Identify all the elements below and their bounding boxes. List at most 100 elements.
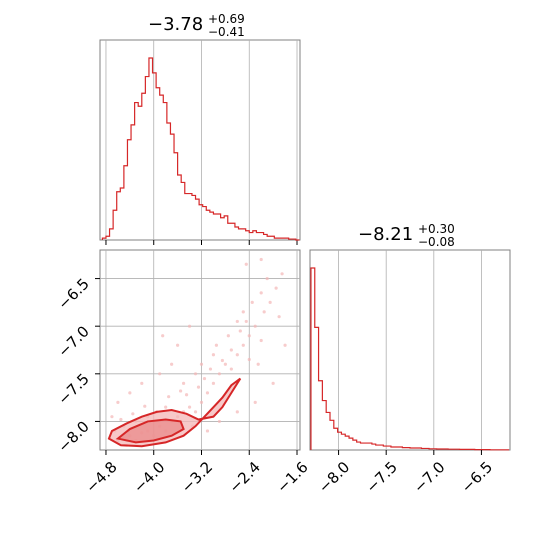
bottom-left-x-tick-label: −1.6: [273, 458, 311, 496]
bottom-left-x-tick-label: −4.0: [130, 458, 168, 496]
bottom-right-gridlines: [338, 250, 482, 450]
scatter-point: [244, 262, 248, 266]
scatter-point: [262, 310, 266, 314]
bottom-right-x-tick-label: −6.5: [458, 458, 496, 496]
scatter-point: [170, 362, 174, 366]
scatter-point: [226, 334, 230, 338]
scatter-point: [128, 391, 132, 395]
scatter-point: [259, 291, 263, 295]
scatter-point: [250, 300, 254, 304]
scatter-point: [158, 372, 162, 376]
scatter-point: [110, 415, 114, 419]
scatter-point: [265, 276, 269, 281]
scatter-point: [283, 343, 287, 347]
scatter-point: [196, 385, 201, 389]
scatter-point: [274, 286, 278, 290]
bottom-left-y-tick-label: −7.0: [54, 322, 92, 360]
bottom-right-plus-text: +0.30: [418, 222, 455, 236]
top-left-median-text: −3.78: [148, 14, 203, 35]
top-left-histogram-series: [101, 57, 300, 241]
scatter-point: [202, 376, 207, 381]
scatter-point: [187, 405, 192, 409]
scatter-point: [235, 410, 239, 414]
scatter-point: [229, 367, 233, 371]
bottom-left-y-ticks: −6.5 −7.0 −7.5 −8.0: [54, 275, 100, 456]
top-left-histogram-panel: −3.78 +0.69 −0.41: [99, 12, 301, 245]
bottom-right-histogram-title: −8.21 +0.30 −0.08: [358, 222, 455, 249]
bottom-right-median-text: −8.21: [358, 224, 413, 245]
bottom-left-x-ticks: −4.8 −4.0 −3.2 −2.4 −1.6: [82, 450, 312, 497]
bottom-left-x-tick-label: −4.8: [82, 458, 120, 496]
bottom-right-x-ticks: −8.0 −7.5 −7.0 −6.5: [315, 450, 496, 497]
scatter-point: [268, 300, 272, 304]
top-left-histogram-frame: [99, 39, 301, 241]
scatter-point: [229, 348, 233, 352]
scatter-point: [214, 343, 219, 347]
scatter-point: [176, 343, 180, 347]
scatter-point: [116, 400, 120, 404]
scatter-point: [253, 324, 257, 328]
top-left-gridlines: [105, 40, 298, 245]
scatter-point: [211, 381, 216, 385]
bottom-right-histogram-frame: [309, 249, 511, 451]
top-left-histogram-title: −3.78 +0.69 −0.41: [148, 12, 245, 39]
scatter-point: [161, 334, 165, 338]
scatter-point: [199, 362, 204, 366]
scatter-point: [119, 417, 123, 422]
bottom-right-x-tick-label: −8.0: [315, 458, 353, 496]
contour-inner: [115, 418, 185, 444]
scatter-point: [205, 391, 210, 395]
scatter-point: [247, 334, 251, 338]
bottom-left-contours: [107, 377, 242, 448]
bottom-left-gridlines: [100, 250, 300, 450]
scatter-point: [256, 362, 260, 366]
scatter-point: [178, 389, 183, 393]
bottom-left-y-tick-label: −6.5: [54, 275, 92, 313]
scatter-point: [241, 310, 245, 314]
scatter-point: [131, 412, 135, 416]
scatter-point: [217, 419, 222, 424]
bottom-left-scatter-frame: [99, 249, 301, 451]
scatter-point: [205, 429, 210, 433]
scatter-point: [253, 400, 257, 404]
scatter-point: [259, 338, 263, 343]
scatter-point: [280, 272, 284, 276]
scatter-point: [167, 395, 171, 399]
bottom-left-x-tick-label: −3.2: [178, 458, 216, 496]
bottom-left-scatter-panel: −4.8 −4.0 −3.2 −2.4 −1.6 −6.5 −7.0 −7.5 −8.0: [54, 249, 312, 497]
bottom-right-minus-text: −0.08: [418, 235, 455, 249]
scatter-point: [235, 353, 239, 357]
scatter-point: [244, 319, 248, 324]
scatter-point: [143, 404, 147, 408]
bottom-left-scatter-points: [110, 257, 287, 443]
scatter-point: [223, 362, 227, 366]
scatter-point: [277, 315, 281, 319]
scatter-point: [193, 410, 198, 414]
bottom-right-histogram-panel: −8.0 −7.5 −7.0 −6.5 −8.21 +0.30 −0.08: [309, 222, 511, 497]
scatter-point: [217, 372, 222, 376]
scatter-point: [184, 393, 189, 397]
scatter-point: [193, 372, 198, 376]
bottom-right-x-tick-label: −7.5: [362, 458, 400, 496]
bottom-left-y-tick-label: −7.5: [54, 370, 92, 408]
bottom-right-x-tick-label: −7.0: [410, 458, 448, 496]
scatter-point: [271, 381, 275, 385]
scatter-point: [259, 257, 263, 262]
top-left-minus-text: −0.41: [208, 25, 245, 39]
scatter-point: [211, 353, 216, 357]
scatter-point: [238, 329, 242, 333]
bottom-right-histogram-series: [310, 267, 510, 451]
scatter-point: [241, 343, 245, 347]
scatter-point: [208, 367, 213, 371]
scatter-point: [187, 324, 192, 328]
top-left-plus-text: +0.69: [208, 12, 245, 26]
scatter-point: [199, 400, 204, 404]
scatter-point: [181, 381, 186, 385]
scatter-point: [247, 357, 251, 362]
scatter-point: [235, 319, 239, 324]
scatter-point: [220, 358, 224, 363]
scatter-point: [140, 381, 144, 385]
scatter-point: [164, 405, 168, 409]
